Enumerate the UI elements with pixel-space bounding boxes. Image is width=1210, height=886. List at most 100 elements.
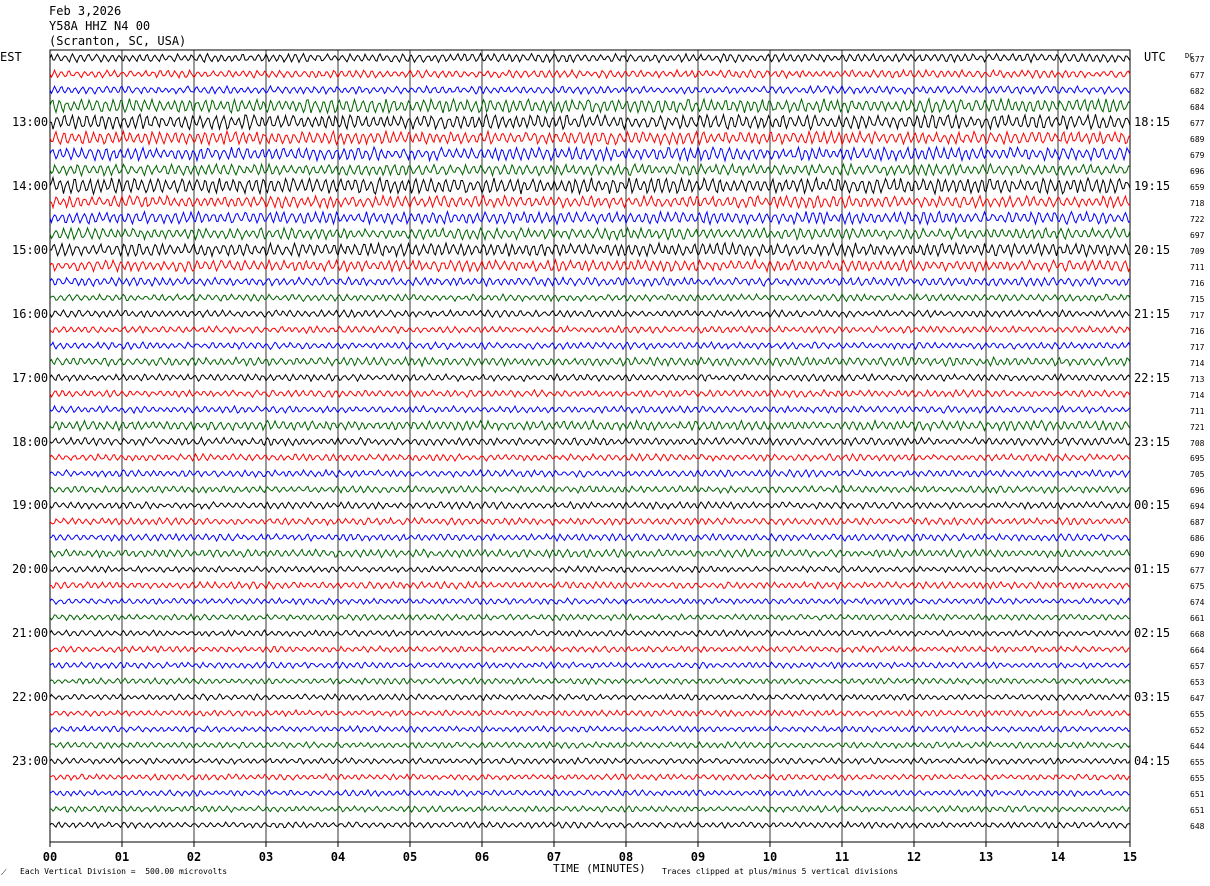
est-hour-label: 20:00 (12, 562, 49, 577)
utc-hour-label: 00:15 (1134, 498, 1171, 513)
time-axis: 00 01 02 03 04 05 06 07 08 09 10 11 12 13 14 15 (43, 842, 1137, 864)
dc-offset-value: 664 (1190, 646, 1205, 656)
dc-offset-value: 679 (1190, 150, 1205, 160)
dc-offset-value: 714 (1190, 390, 1205, 400)
x-tick-label: 12 (907, 850, 921, 864)
est-hour-label: 14:00 (12, 178, 49, 193)
seismic-trace-row (49, 257, 1131, 274)
station-code: Y58A HHZ N4 00 (49, 19, 151, 33)
utc-hour-label: 04:15 (1134, 754, 1171, 769)
est-hour-label: 18:00 (12, 434, 49, 449)
seismic-trace-row (49, 226, 1131, 242)
seismic-trace-row (49, 740, 1131, 750)
seismic-trace-row (49, 580, 1131, 591)
dc-offset-value: 644 (1190, 742, 1205, 752)
dc-offset-value: 697 (1190, 230, 1205, 240)
x-tick-label: 15 (1123, 850, 1137, 864)
dc-offset-value: 652 (1190, 726, 1205, 736)
seismic-trace-row (49, 112, 1131, 132)
dc-offset-value: 713 (1190, 374, 1205, 384)
seismic-trace-row (49, 564, 1131, 574)
seismic-trace-row (49, 661, 1131, 670)
dc-offset-value: 655 (1190, 710, 1205, 720)
clipping-note: Traces clipped at plus/minus 5 vertical … (662, 867, 899, 876)
x-tick-label: 00 (43, 850, 57, 864)
dc-offset-value: 677 (1190, 566, 1205, 576)
dc-offset-value: 686 (1190, 534, 1205, 544)
x-tick-label: 06 (475, 850, 489, 864)
dc-offset-value: 695 (1190, 454, 1205, 464)
dc-offset-value: 689 (1190, 134, 1205, 144)
seismic-trace-row (49, 693, 1131, 702)
seismic-trace-row (49, 145, 1131, 163)
utc-hour-label: 01:15 (1134, 562, 1171, 577)
x-tick-label: 14 (1051, 850, 1065, 864)
seismic-trace-row (49, 388, 1131, 399)
seismic-trace-row (49, 788, 1131, 798)
dc-offset-value: 653 (1190, 678, 1205, 688)
seismic-trace-row (49, 756, 1131, 766)
dc-offset-value: 716 (1190, 278, 1205, 288)
dc-offset-value: 687 (1190, 518, 1205, 528)
dc-offset-value: 705 (1190, 470, 1205, 480)
seismic-trace-row (49, 452, 1131, 463)
seismic-trace-row (49, 484, 1131, 495)
x-axis-title: TIME (MINUTES) (553, 862, 646, 875)
est-hour-label: 19:00 (12, 498, 49, 513)
seismic-trace-row (49, 804, 1131, 814)
dc-offset-value: 668 (1190, 630, 1205, 640)
seismic-trace-row (49, 547, 1131, 559)
dc-offset-value: 655 (1190, 774, 1205, 784)
station-location: (Scranton, SC, USA) (49, 34, 187, 48)
seismic-trace-row (49, 324, 1131, 335)
utc-hour-label: 02:15 (1134, 626, 1171, 641)
dc-offset-value: 709 (1190, 246, 1205, 256)
x-tick-label: 11 (835, 850, 849, 864)
seismic-trace-row (49, 162, 1131, 178)
seismic-trace-row (49, 68, 1131, 80)
seismic-trace-row (49, 52, 1131, 64)
dc-offset-value: 648 (1190, 822, 1205, 831)
est-hour-label: 21:00 (12, 626, 49, 641)
seismic-trace-row (49, 629, 1131, 638)
seismic-trace-row (49, 820, 1131, 830)
x-tick-label: 13 (979, 850, 993, 864)
dc-offset-value: 647 (1190, 694, 1205, 704)
utc-hour-label: 22:15 (1134, 370, 1171, 385)
est-hour-label: 13:00 (12, 114, 49, 129)
plot-frame (49, 49, 1131, 843)
x-tick-label: 01 (115, 850, 129, 864)
est-hour-label: 16:00 (12, 306, 49, 321)
dc-offset-value: 718 (1190, 198, 1205, 208)
seismic-trace-row (49, 129, 1131, 147)
est-hour-label: 15:00 (12, 242, 49, 257)
dc-offset-value: 677 (1190, 70, 1205, 80)
seismic-trace-row (49, 677, 1131, 686)
dc-offset-value: 690 (1190, 550, 1205, 560)
est-hour-label: 22:00 (12, 690, 49, 705)
dc-offset-value: 716 (1190, 326, 1205, 336)
seismic-trace-row (49, 209, 1131, 226)
seismic-trace-row (49, 516, 1131, 527)
seismic-trace-row (49, 596, 1131, 606)
seismic-trace-row (49, 404, 1131, 415)
dc-offset-value: 696 (1190, 486, 1205, 496)
dc-offset-value: 682 (1190, 86, 1205, 96)
record-date: Feb 3,2026 (49, 4, 122, 18)
x-tick-label: 03 (259, 850, 273, 864)
seismic-trace-row (49, 96, 1131, 115)
dc-offset-value: 659 (1190, 182, 1205, 192)
x-tick-label: 09 (691, 850, 705, 864)
seismic-traces (49, 52, 1131, 830)
dc-offset-value: 655 (1190, 758, 1205, 768)
dc-offset-value: 711 (1190, 406, 1205, 416)
seismic-trace-row (49, 500, 1131, 511)
dc-offset-value: 717 (1190, 310, 1205, 320)
vertical-division-scale: Each Vertical Division = 500.00 microvol… (20, 867, 228, 876)
utc-hour-label: 20:15 (1134, 242, 1171, 257)
seismic-trace-row (49, 292, 1131, 303)
seismic-trace-row (49, 193, 1131, 210)
seismic-trace-row (49, 468, 1131, 479)
seismic-trace-row (49, 372, 1131, 383)
dc-offset-value: 717 (1190, 342, 1205, 352)
